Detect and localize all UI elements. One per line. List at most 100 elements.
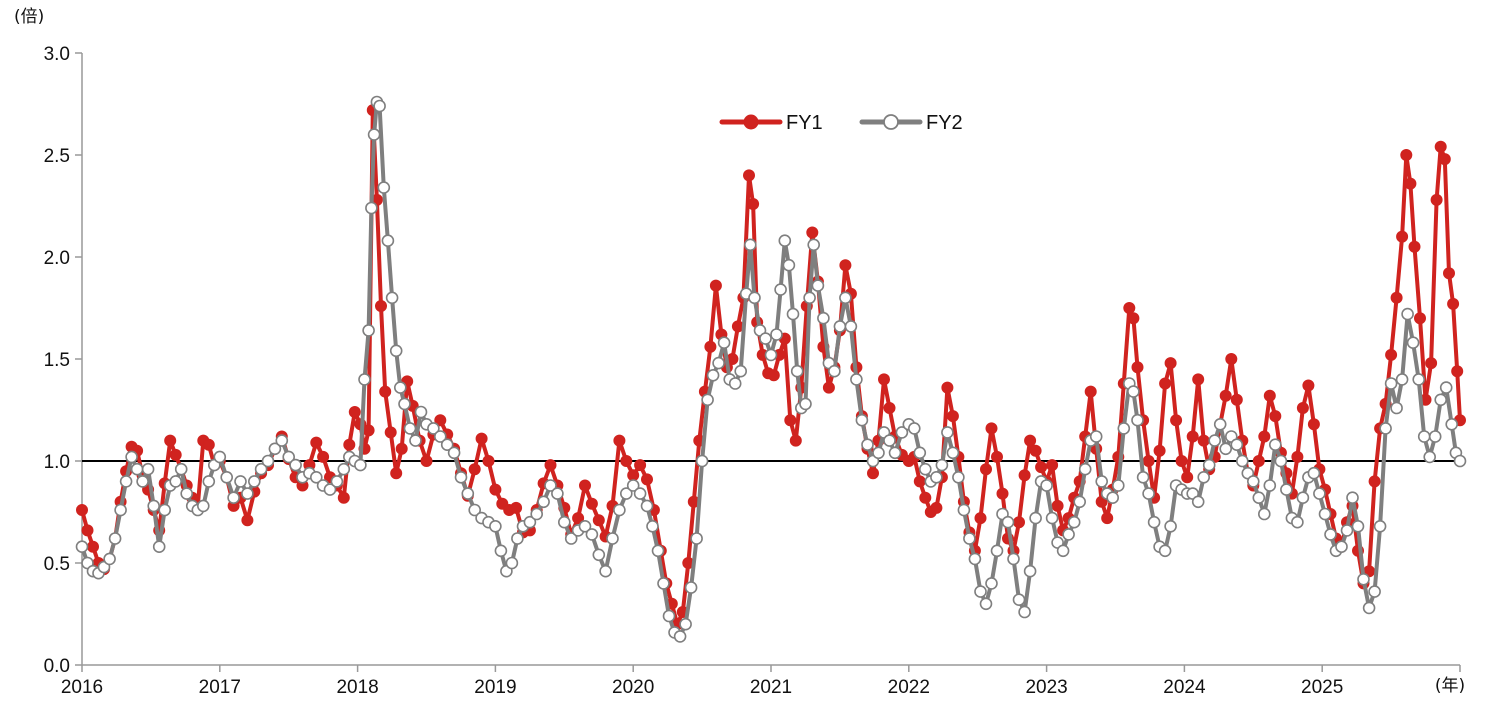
- data-point-fy1: [1051, 499, 1064, 512]
- x-tick-label: 2022: [888, 677, 930, 698]
- data-point-fy2: [1040, 479, 1053, 492]
- data-point-fy1: [620, 455, 633, 467]
- data-point-fy2: [828, 364, 841, 378]
- data-point-fy1: [806, 226, 819, 239]
- data-point-fy2: [619, 487, 633, 500]
- data-point-fy2: [544, 479, 557, 492]
- legend-item-fy2: FY2: [859, 112, 963, 134]
- data-point-fy2: [918, 462, 932, 476]
- data-point-fy1: [348, 406, 361, 418]
- data-point-fy2: [202, 475, 216, 488]
- data-point-fy1: [980, 463, 992, 476]
- data-point-fy1: [704, 340, 717, 353]
- data-point-fy2: [1335, 540, 1348, 554]
- data-point-fy1: [1225, 353, 1238, 365]
- data-point-fy1: [579, 479, 591, 492]
- data-point-fy2: [855, 413, 869, 427]
- data-point-fy2: [537, 495, 550, 509]
- data-point-fy1: [169, 448, 182, 461]
- data-point-fy1: [1438, 153, 1451, 166]
- data-point-fy2: [1318, 507, 1332, 521]
- data-point-fy2: [337, 462, 351, 476]
- data-point-fy2: [1291, 515, 1304, 529]
- data-point-fy2: [712, 356, 725, 370]
- legend-swatch-marker: [883, 114, 899, 130]
- data-point-fy2: [414, 405, 428, 419]
- data-point-fy1: [1131, 361, 1144, 374]
- data-point-fy1: [395, 442, 408, 455]
- data-point-fy2: [640, 499, 654, 513]
- data-point-fy1: [1046, 459, 1059, 472]
- data-point-fy1: [946, 410, 959, 423]
- data-point-fy1: [420, 455, 433, 467]
- data-point-fy2: [1406, 336, 1420, 350]
- data-point-fy1: [1084, 385, 1097, 398]
- data-point-fy2: [861, 438, 874, 452]
- data-point-fy1: [883, 402, 896, 414]
- data-point-fy2: [1346, 491, 1359, 505]
- data-point-fy2: [564, 532, 578, 545]
- y-unit-label: (倍): [14, 7, 44, 27]
- data-point-fy1: [1142, 455, 1155, 467]
- data-point-fy2: [398, 397, 411, 411]
- data-point-fy2: [489, 519, 502, 533]
- data-point-fy2: [1067, 515, 1081, 529]
- data-point-fy1: [384, 426, 397, 439]
- data-point-fy2: [651, 544, 665, 558]
- x-tick-label: 2017: [199, 677, 241, 698]
- data-point-fy2: [1018, 605, 1031, 619]
- data-point-fy2: [946, 446, 960, 460]
- data-point-fy2: [365, 201, 378, 215]
- data-point-fy2: [108, 532, 122, 545]
- data-point-fy1: [1186, 430, 1199, 443]
- data-point-fy2: [764, 348, 778, 362]
- data-point-fy2: [844, 320, 858, 333]
- data-point-fy2: [323, 483, 337, 496]
- data-point-fy2: [1023, 564, 1037, 578]
- data-point-fy2: [839, 291, 852, 305]
- data-point-fy2: [1062, 528, 1075, 541]
- data-point-fy2: [811, 279, 825, 292]
- data-point-fy2: [895, 426, 909, 439]
- data-point-fy1: [919, 491, 932, 504]
- data-point-fy1: [634, 459, 647, 472]
- data-point-fy2: [551, 487, 564, 500]
- data-point-fy2: [803, 291, 816, 305]
- data-point-fy1: [317, 450, 330, 463]
- data-point-fy2: [979, 597, 993, 611]
- data-point-fy2: [592, 548, 606, 562]
- data-point-fy1: [641, 473, 653, 486]
- data-point-fy1: [822, 381, 835, 394]
- data-point-fy2: [778, 234, 792, 247]
- data-point-fy1: [544, 459, 557, 472]
- data-point-fy1: [1252, 455, 1265, 467]
- y-tick-label: 0.0: [44, 656, 70, 677]
- data-point-fy2: [770, 328, 783, 341]
- data-point-fy2: [393, 381, 407, 394]
- data-point-fy1: [767, 369, 780, 382]
- y-tick-label: 3.0: [44, 44, 70, 65]
- data-point-fy2: [1136, 470, 1150, 484]
- data-point-fy2: [717, 336, 731, 350]
- data-point-fy2: [447, 446, 461, 460]
- data-point-fy2: [1073, 495, 1086, 509]
- data-point-fy2: [578, 519, 592, 533]
- data-point-fy2: [1401, 307, 1414, 321]
- data-point-fy2: [248, 475, 261, 488]
- data-point-fy1: [489, 483, 502, 496]
- data-point-fy1: [164, 434, 177, 447]
- data-point-fy2: [990, 544, 1004, 558]
- data-point-fy2: [1258, 507, 1271, 521]
- data-point-fy2: [282, 450, 296, 464]
- data-point-fy2: [613, 503, 626, 517]
- data-point-fy2: [1202, 458, 1216, 472]
- data-point-fy2: [557, 515, 571, 529]
- x-tick-label: 2016: [61, 677, 103, 698]
- data-point-fy2: [679, 617, 692, 631]
- data-point-fy2: [75, 540, 89, 554]
- data-point-fy1: [76, 504, 88, 516]
- data-point-fy1: [585, 497, 598, 510]
- data-point-fy2: [261, 454, 275, 468]
